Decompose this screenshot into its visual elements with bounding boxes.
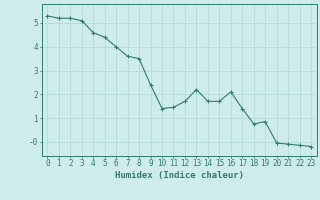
X-axis label: Humidex (Indice chaleur): Humidex (Indice chaleur) <box>115 171 244 180</box>
